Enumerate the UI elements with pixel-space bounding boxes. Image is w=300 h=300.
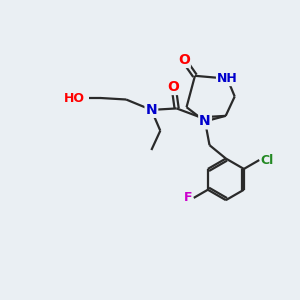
Text: N: N	[199, 114, 211, 128]
Text: Cl: Cl	[261, 154, 274, 166]
Text: O: O	[168, 80, 180, 94]
Text: O: O	[178, 53, 190, 67]
Text: HO: HO	[64, 92, 85, 104]
Text: NH: NH	[217, 72, 238, 85]
Text: N: N	[146, 103, 157, 117]
Text: F: F	[184, 191, 192, 204]
